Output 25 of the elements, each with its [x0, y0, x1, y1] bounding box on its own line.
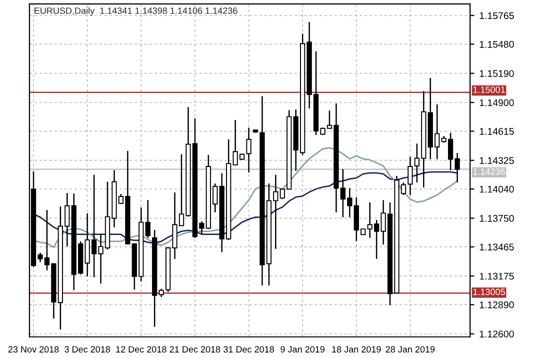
y-tick-label: 1.12600: [480, 330, 514, 338]
x-tick-label: 31 Dec 2018: [224, 346, 274, 353]
x-tick-label: 21 Dec 2018: [170, 346, 220, 353]
ref-line-label: 1.13005: [473, 288, 505, 296]
x-tick-label: 12 Dec 2018: [116, 346, 166, 353]
x-tick-label: 9 Jan 2019: [280, 346, 324, 353]
y-tick-label: 1.14615: [480, 128, 514, 135]
y-tick-label: 1.13750: [480, 214, 514, 222]
chart-title: EURUSD,Daily 1.14341 1.14398 1.14106 1.14236: [34, 7, 238, 16]
y-tick-label: 1.15480: [480, 40, 514, 48]
ref-line-label: 1.15001: [473, 86, 505, 93]
y-tick-label: 1.12890: [480, 301, 514, 308]
y-tick-label: 1.14040: [480, 186, 514, 193]
x-tick-label: 28 Jan 2019: [386, 346, 435, 353]
y-tick-label: 1.15765: [480, 12, 514, 20]
candlestick: [145, 199, 150, 239]
y-tick-label: 1.14325: [480, 157, 514, 164]
x-tick-label: 23 Nov 2018: [8, 346, 59, 353]
ref-line-label: 1.14236: [473, 168, 505, 175]
y-tick-label: 1.13175: [480, 272, 514, 280]
x-tick-label: 18 Jan 2019: [332, 346, 381, 353]
y-tick-label: 1.14900: [480, 99, 514, 106]
y-tick-label: 1.15190: [480, 70, 514, 77]
x-tick-label: 3 Dec 2018: [64, 346, 110, 353]
y-tick-label: 1.13465: [480, 244, 514, 250]
